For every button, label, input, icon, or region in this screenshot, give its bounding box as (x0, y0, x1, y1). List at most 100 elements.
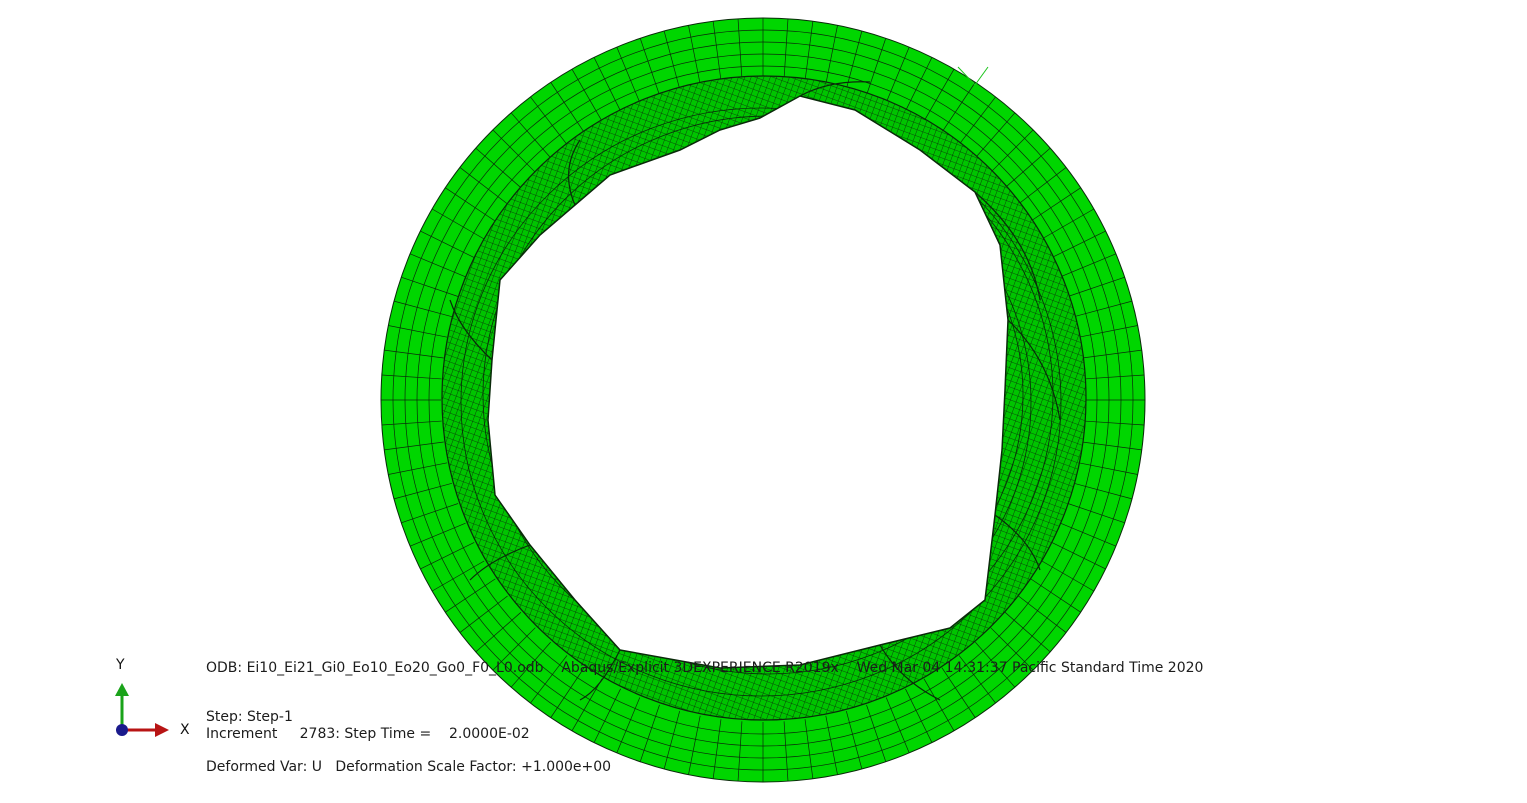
orientation-mark (957, 66, 989, 86)
ring-mesh-line (1004, 147, 1051, 188)
ring-mesh-line (384, 349, 444, 359)
ring-mesh-line (923, 678, 955, 731)
ring-mesh-circle (392, 29, 1134, 771)
deformation-info-line: Deformed Var: U Deformation Scale Factor… (206, 759, 612, 775)
ring-mesh-line (688, 715, 701, 775)
ring-mesh-line (923, 69, 955, 122)
ring-mesh-line (1073, 483, 1133, 500)
bore-folds (449, 81, 1061, 701)
triad-origin (116, 724, 128, 736)
ring-mesh-line (1051, 230, 1106, 258)
ring-mesh-line (1004, 612, 1051, 653)
ring-mesh-line (804, 719, 814, 779)
ring-mesh-line (1067, 503, 1125, 524)
ring-mesh-line (475, 147, 522, 188)
ring-mesh-line (737, 721, 743, 782)
ring-mesh-line (388, 462, 448, 475)
ring-mesh-line (384, 441, 444, 451)
ring-mesh-line (1082, 441, 1142, 451)
ring-mesh-line (846, 710, 863, 770)
ring-mesh-line (445, 187, 496, 222)
step-info-line: Step: Step-1 (206, 709, 293, 725)
ring-mesh-line (712, 21, 722, 81)
ring-mesh-line (885, 46, 910, 103)
ring-mesh-line (510, 112, 551, 159)
ring-mesh-line (530, 655, 568, 704)
ring-mesh-line (393, 483, 453, 500)
ring-mesh-line (866, 704, 887, 762)
ring-mesh-line (958, 96, 996, 145)
axis-triad (115, 683, 169, 737)
ring-mesh-line (1067, 276, 1125, 297)
ring-mesh-line (409, 253, 466, 278)
ring-mesh-line (958, 655, 996, 704)
ring-mesh-line (459, 167, 508, 205)
ring-mesh-line (825, 25, 838, 85)
ring-mesh-line (990, 129, 1034, 173)
ring-mesh-line (420, 230, 475, 258)
ring-mesh-line (804, 21, 814, 81)
ring-mesh-line (941, 82, 976, 133)
ring-mesh-line (409, 522, 466, 547)
ring-mesh-circle (428, 65, 1098, 735)
ring-mesh-line (401, 503, 459, 524)
ring-mesh-line (975, 641, 1016, 688)
ring-mesh-line (1073, 300, 1133, 317)
ring-mesh-line (783, 721, 789, 782)
ring-mesh-line (663, 30, 680, 90)
ring-mesh-line (1041, 208, 1094, 240)
ring-mesh-line (593, 688, 621, 743)
ring-mesh-line (1030, 578, 1081, 613)
ring-mesh-line (712, 719, 722, 779)
ring-mesh-line (571, 69, 603, 122)
ring-mesh-line (905, 57, 933, 112)
y-axis-label: Y (116, 657, 125, 673)
ring-mesh-line (616, 46, 641, 103)
ring-mesh-line (492, 627, 536, 671)
ring-mesh-line (1078, 325, 1138, 338)
ring-mesh-line (1084, 374, 1145, 380)
ring-mesh-line (885, 697, 910, 754)
ring-mesh-circle (416, 53, 1110, 747)
ring-mesh-line (1051, 542, 1106, 570)
ring-mesh-line (1078, 462, 1138, 475)
ring-mesh-line (593, 57, 621, 112)
ring-mesh-line (401, 276, 459, 297)
deformed-bore (487, 95, 1009, 669)
ring-mesh-line (975, 112, 1016, 159)
ring-mesh-line (905, 688, 933, 743)
increment-info-line: Increment 2783: Step Time = 2.0000E-02 (206, 726, 530, 742)
ring-mesh-line (459, 595, 508, 633)
ring-mesh-line (990, 627, 1034, 671)
x-axis-label: X (180, 722, 190, 738)
ring-mesh-line (1018, 595, 1067, 633)
ring-mesh-line (846, 30, 863, 90)
ring-mesh-line (1060, 253, 1117, 278)
ring-mesh-line (550, 667, 585, 718)
ring-mesh-line (941, 667, 976, 718)
ring-mesh-line (616, 697, 641, 754)
ring-mesh-line (639, 38, 660, 96)
ring-mesh-line (432, 560, 485, 592)
liner-mesh-ring (460, 107, 1062, 697)
ring-mesh-line (1018, 167, 1067, 205)
ring-mesh-line (445, 578, 496, 613)
ring-mesh-line (1030, 187, 1081, 222)
ring-mesh-line (1082, 349, 1142, 359)
ring-mesh-line (381, 374, 442, 380)
ring-mesh-line (388, 325, 448, 338)
odb-info-line: ODB: Ei10_Ei21_Gi0_Eo10_Eo20_Go0_F0_L0.o… (206, 660, 1204, 676)
ring-mesh-circle (404, 41, 1122, 759)
ring-mesh-line (530, 96, 568, 145)
ring-mesh-line (737, 18, 743, 79)
ring-mesh-line (663, 710, 680, 770)
ring-mesh-line (550, 82, 585, 133)
ring-mesh-line (571, 678, 603, 731)
ring-mesh-line (381, 420, 442, 426)
ring-mesh-line (393, 300, 453, 317)
ring-mesh-line (688, 25, 701, 85)
ring-mesh-line (783, 18, 789, 79)
ring-mesh-line (510, 641, 551, 688)
ring-mesh-line (1041, 560, 1094, 592)
